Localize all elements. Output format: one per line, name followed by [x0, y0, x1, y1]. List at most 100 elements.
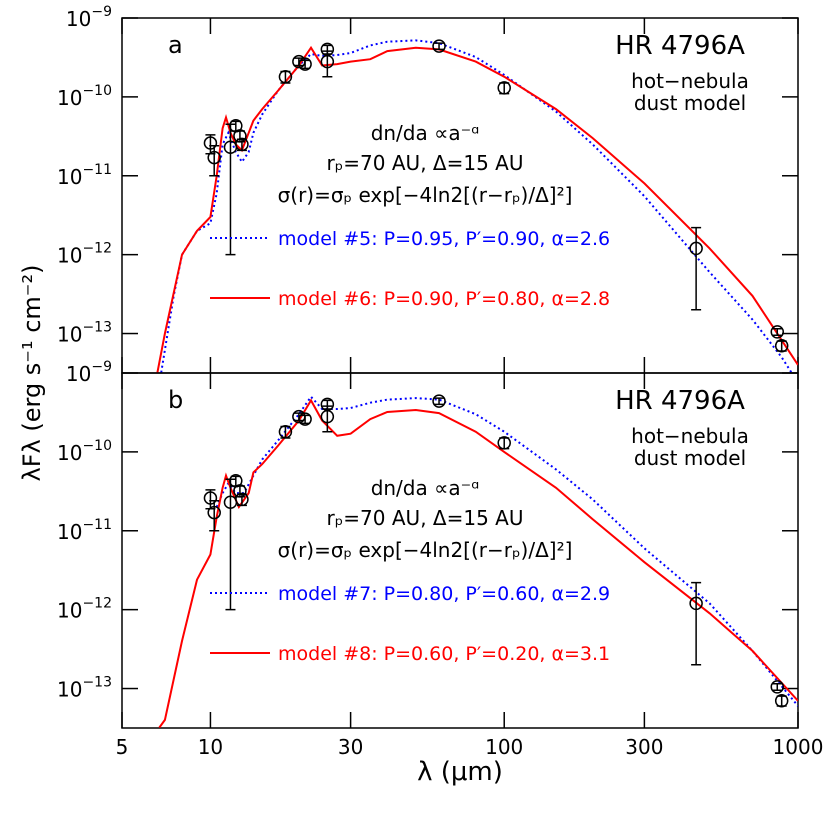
- legend-label: model #8: P=0.60, P′=0.20, α=3.1: [278, 643, 610, 665]
- annotation: σ(r)=σₚ exp[−4ln2[(r−rₚ)/Δ]²]: [278, 538, 573, 562]
- model-line: [160, 39, 793, 373]
- observation: [774, 694, 789, 708]
- y-tick-label: 10−12: [57, 241, 112, 268]
- x-tick-label: 300: [625, 735, 663, 759]
- observation: [207, 150, 221, 165]
- tick-base: 10: [66, 362, 91, 386]
- y-axis-label: λFλ (erg s⁻¹ cm⁻²): [18, 265, 46, 482]
- observation: [320, 397, 335, 412]
- y-tick-label: 10−10: [57, 83, 112, 110]
- observation: [770, 680, 785, 694]
- observation: [278, 424, 293, 439]
- annotation: hot−nebula: [631, 69, 749, 93]
- annotation: σ(r)=σₚ exp[−4ln2[(r−rₚ)/Δ]²]: [278, 183, 573, 207]
- error-bar: [209, 145, 220, 177]
- observation: [770, 325, 785, 339]
- observation: [203, 491, 218, 505]
- tick-exponent: −11: [82, 162, 112, 178]
- observation: [298, 57, 312, 71]
- observation: [203, 136, 218, 150]
- y-tick-label: 10−10: [57, 438, 112, 465]
- observation: [497, 436, 511, 450]
- annotation: rₚ=70 AU, Δ=15 AU: [327, 151, 524, 175]
- x-tick-label: 10: [198, 735, 223, 759]
- annotation: hot−nebula: [631, 424, 749, 448]
- tick-exponent: −13: [82, 675, 112, 691]
- tick-exponent: −11: [82, 517, 112, 533]
- error-bar: [772, 327, 783, 337]
- observation: [233, 129, 247, 143]
- error-bar: [772, 682, 783, 692]
- error-bar: [225, 123, 236, 256]
- error-bar: [691, 226, 702, 311]
- tick-base: 10: [57, 86, 82, 110]
- annotation: dn/da ∝a⁻ᵅ: [371, 476, 480, 500]
- y-tick-label: 10−9: [66, 4, 112, 31]
- panel-label: a: [168, 31, 183, 59]
- observation: [235, 492, 249, 507]
- tick-base: 10: [66, 7, 91, 31]
- observation: [298, 412, 312, 426]
- observation: [235, 137, 249, 152]
- error-bar: [776, 695, 787, 707]
- tick-exponent: −12: [82, 241, 112, 257]
- annotation: dn/da ∝a⁻ᵅ: [371, 121, 480, 145]
- model-line: [156, 45, 798, 373]
- model-line: [158, 398, 798, 728]
- annotation: dust model: [634, 91, 746, 115]
- error-bar: [209, 500, 220, 532]
- error-bar: [322, 44, 333, 55]
- annotation: rₚ=70 AU, Δ=15 AU: [327, 506, 524, 530]
- panel-label: b: [168, 386, 183, 414]
- observation: [278, 69, 293, 84]
- tick-base: 10: [57, 165, 82, 189]
- x-tick-label: 30: [338, 735, 363, 759]
- legend-label: model #7: P=0.80, P′=0.60, α=2.9: [278, 583, 610, 605]
- observation: [689, 241, 703, 256]
- plot-area: [158, 394, 798, 728]
- x-tick-label: 1000: [773, 735, 824, 759]
- tick-base: 10: [57, 599, 82, 623]
- x-axis-label: λ (μm): [417, 757, 503, 787]
- error-bar: [434, 397, 445, 406]
- error-bar: [434, 42, 445, 51]
- observation: [689, 596, 703, 611]
- tick-base: 10: [57, 520, 82, 544]
- tick-exponent: −12: [82, 596, 112, 612]
- tick-exponent: −10: [82, 83, 112, 99]
- observation: [497, 81, 511, 95]
- tick-base: 10: [57, 323, 82, 347]
- tick-base: 10: [57, 441, 82, 465]
- observation: [207, 505, 221, 520]
- annotation: dust model: [634, 446, 746, 470]
- y-tick-label: 10−12: [57, 596, 112, 623]
- plot-frame: [121, 372, 799, 729]
- error-bar: [225, 478, 236, 611]
- observation: [432, 39, 446, 53]
- annotation: HR 4796A: [615, 386, 745, 416]
- observation: [432, 394, 446, 408]
- observation: [320, 42, 335, 57]
- y-tick-label: 10−13: [57, 320, 112, 347]
- observation: [774, 339, 789, 353]
- tick-exponent: −9: [91, 4, 112, 20]
- plot-area: [156, 39, 798, 373]
- y-tick-label: 10−9: [66, 359, 112, 386]
- annotation: HR 4796A: [615, 31, 745, 61]
- y-tick-label: 10−11: [57, 517, 112, 544]
- y-tick-label: 10−11: [57, 162, 112, 189]
- tick-base: 10: [57, 244, 82, 268]
- legend-label: model #5: P=0.95, P′=0.90, α=2.6: [278, 228, 610, 250]
- error-bar: [691, 581, 702, 666]
- tick-exponent: −10: [82, 438, 112, 454]
- error-bar: [322, 399, 333, 410]
- x-tick-label: 100: [485, 735, 523, 759]
- tick-base: 10: [57, 678, 82, 702]
- x-tick-label: 5: [116, 735, 129, 759]
- tick-exponent: −13: [82, 320, 112, 336]
- observation: [233, 484, 247, 498]
- legend-label: model #6: P=0.90, P′=0.80, α=2.8: [278, 288, 610, 310]
- tick-exponent: −9: [91, 359, 112, 375]
- y-tick-label: 10−13: [57, 675, 112, 702]
